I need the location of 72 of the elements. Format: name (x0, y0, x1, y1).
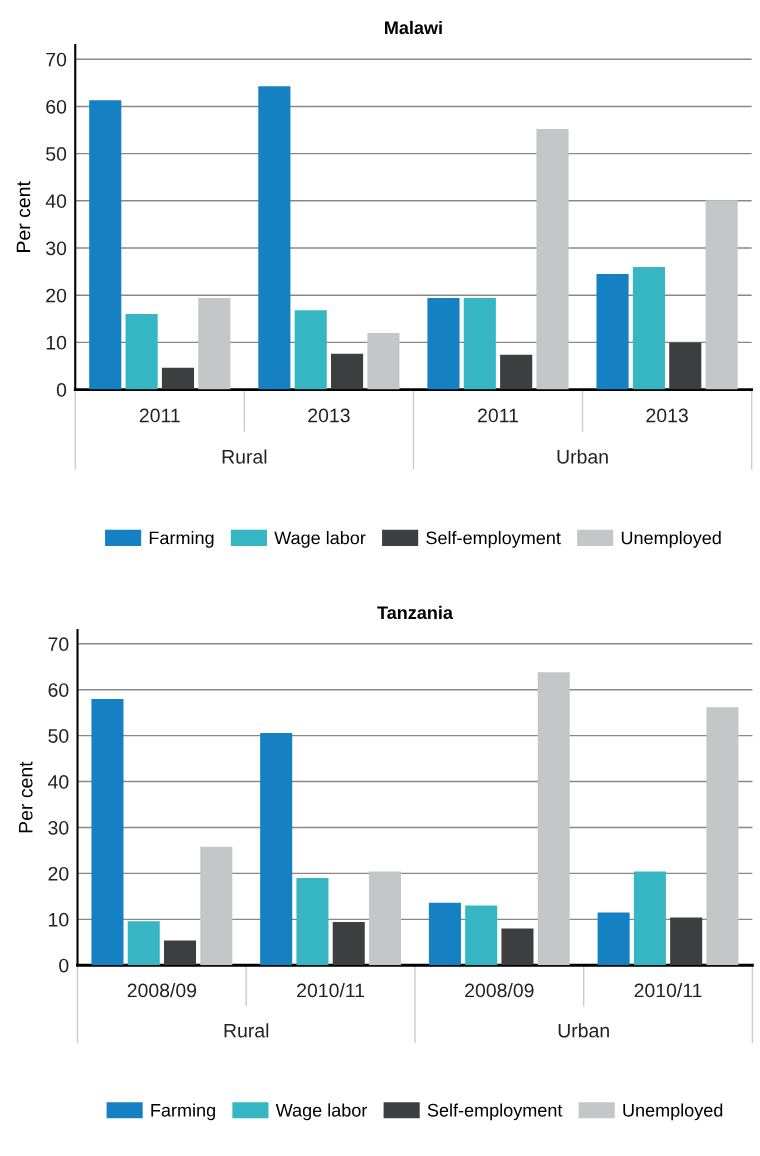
y-tick-label: 50 (46, 147, 67, 161)
legend-label: Farming (149, 531, 214, 548)
y-tick-label: 60 (48, 683, 69, 697)
bar (500, 354, 533, 390)
bar (127, 921, 160, 966)
bar (367, 332, 400, 390)
bar (537, 672, 570, 966)
legend-label: Wage labor (275, 1103, 368, 1121)
y-tick-label: 60 (46, 99, 67, 114)
legend-label: Unemployed (623, 1103, 723, 1121)
bar (200, 846, 233, 966)
y-axis-title: Per cent (19, 761, 33, 833)
text: Rural (222, 449, 267, 464)
bar (89, 100, 122, 390)
y-tick-label: 50 (48, 729, 69, 743)
bar (161, 367, 195, 390)
x-tick-label: 2013 (646, 408, 688, 423)
legend-label: Unemployed (621, 531, 721, 548)
text: Urban (558, 1023, 609, 1038)
chart-title: Tanzania (377, 605, 454, 620)
bar (670, 917, 703, 966)
bar (427, 298, 460, 390)
bar (198, 298, 231, 390)
bar (163, 940, 197, 966)
x-tick-label: 2010/11 (297, 983, 365, 998)
bar (669, 342, 702, 390)
y-tick-label: 70 (46, 52, 67, 67)
bar (258, 86, 291, 390)
y-tick-label: 0 (59, 958, 69, 973)
y-tick-label: 40 (45, 194, 67, 209)
x-tick-label: 2011 (478, 408, 518, 423)
bar (428, 902, 461, 966)
x-tick-label: 2011 (139, 408, 180, 423)
x-tick-label: 2010/11 (634, 983, 702, 998)
chart-title: Malawi (385, 20, 442, 35)
bar (125, 314, 158, 390)
bar (463, 298, 496, 390)
y-tick-label: 10 (49, 912, 69, 927)
x-tick-label: 2008/09 (127, 983, 197, 998)
bar (331, 353, 364, 390)
bar (706, 707, 739, 966)
bar (91, 698, 124, 966)
bar (596, 273, 629, 390)
y-tick-label: 30 (46, 241, 67, 256)
text: Urban (557, 449, 608, 464)
y-tick-label: 10 (46, 335, 67, 350)
legend-label: Wage labor (274, 531, 366, 548)
bar (368, 871, 402, 966)
bar (705, 200, 738, 390)
bar (632, 266, 665, 390)
x-tick-label: 2013 (308, 408, 350, 423)
y-tick-label: 40 (48, 775, 69, 789)
text: Rural (224, 1023, 269, 1038)
bar (294, 310, 327, 390)
bar (332, 922, 365, 966)
y-axis-title: Per cent (16, 181, 31, 252)
y-tick-label: 0 (56, 383, 67, 397)
y-tick-label: 20 (48, 866, 69, 881)
legend-label: Self-employment (427, 1103, 563, 1121)
legend-label: Self-employment (426, 531, 561, 548)
bar (260, 732, 293, 966)
y-tick-label: 20 (46, 288, 67, 303)
bar (465, 905, 498, 966)
bar (633, 871, 666, 966)
bar (536, 129, 569, 390)
y-tick-label: 30 (48, 820, 69, 835)
legend-label: Farming (151, 1103, 215, 1121)
x-tick-label: 2008/09 (465, 983, 534, 998)
bar (296, 878, 329, 966)
bar (597, 912, 630, 966)
y-tick-label: 70 (48, 637, 69, 652)
bar (501, 928, 534, 966)
